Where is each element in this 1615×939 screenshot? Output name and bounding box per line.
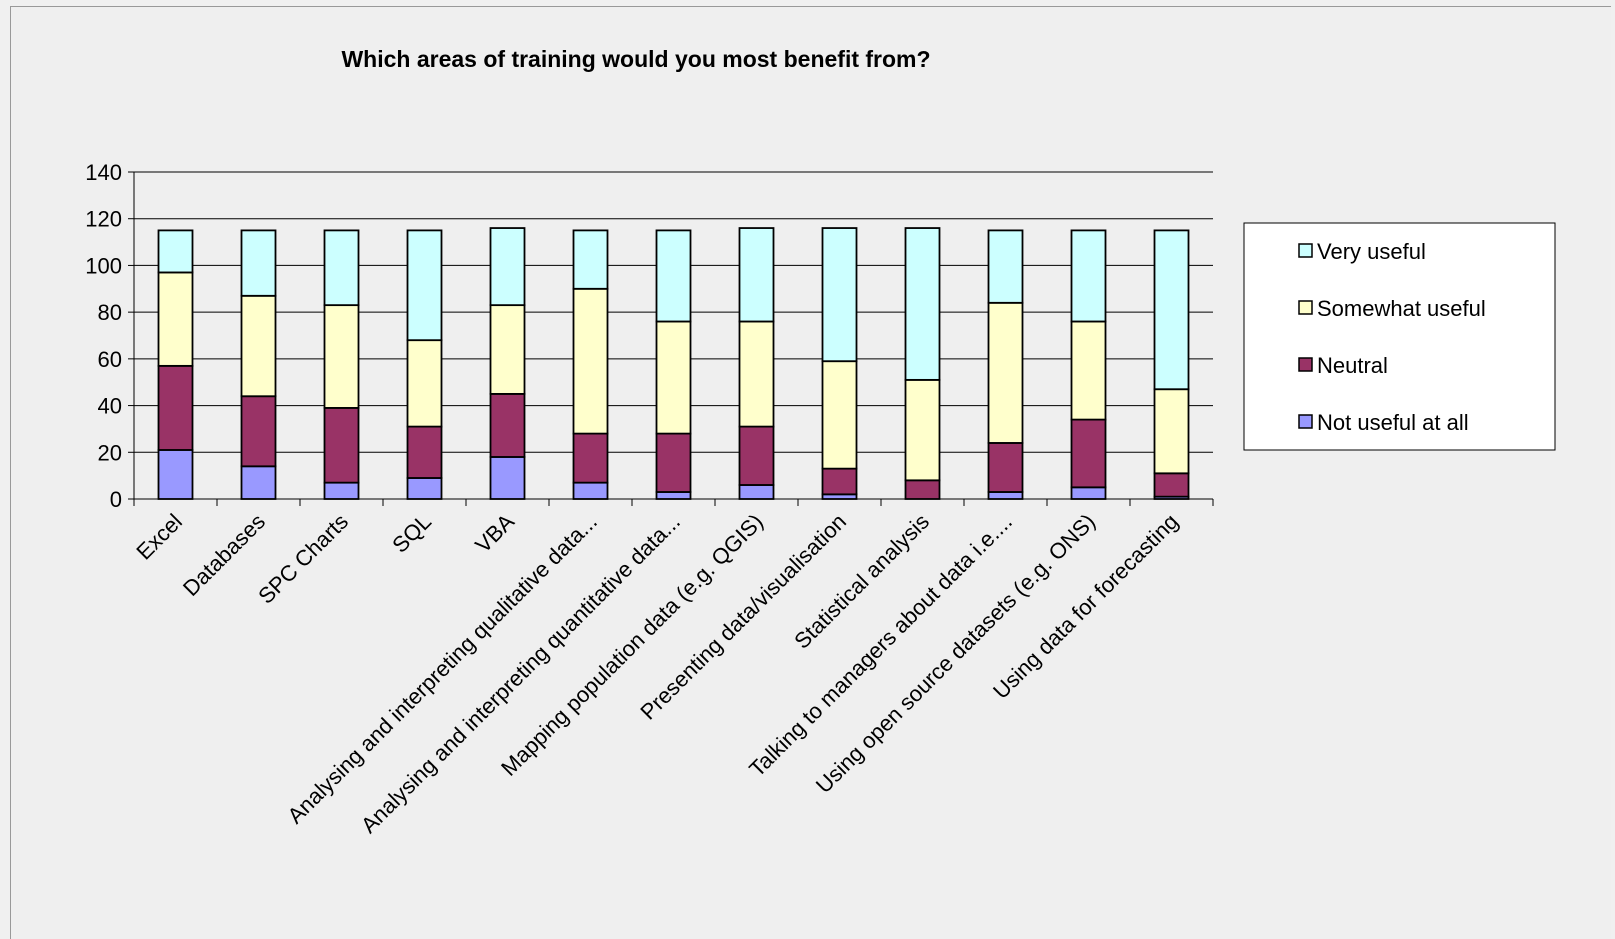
y-tick-label: 60 [98, 347, 122, 372]
x-tick-label: Excel [131, 509, 187, 565]
bar-segment [738, 484, 775, 500]
bar-segment [821, 360, 858, 470]
bar-segment [323, 229, 360, 307]
bar-segment [821, 467, 858, 496]
y-tick-label: 120 [85, 207, 122, 232]
axes [133, 172, 1213, 500]
bar-segment [489, 456, 526, 500]
bar-segment [240, 294, 277, 398]
bar-segment [323, 304, 360, 409]
bar-segment [572, 287, 609, 435]
bar-segment [1153, 472, 1190, 498]
bar-segment [738, 227, 775, 323]
bar-segment [655, 229, 692, 323]
y-tick-label: 0 [110, 487, 122, 512]
bar-segment [904, 227, 941, 381]
bar-segment [655, 491, 692, 500]
legend-swatch [1298, 243, 1313, 258]
bar-segment [406, 425, 443, 479]
legend-label: Very useful [1317, 239, 1426, 264]
legend-box [1243, 222, 1556, 451]
bar-segment [489, 227, 526, 307]
bar-segment [987, 491, 1024, 500]
bar-segment [1070, 229, 1107, 323]
legend-label: Somewhat useful [1317, 296, 1486, 321]
bar-segment [904, 378, 941, 482]
chart-area: Which areas of training would you most b… [10, 6, 1611, 939]
y-axis-ticks: 0 20 40 60 80 100 120 140 [85, 160, 134, 512]
bar-segment [406, 477, 443, 500]
bar-segment [157, 364, 194, 451]
bar-segment [323, 407, 360, 484]
chart-title: Which areas of training would you most b… [341, 46, 930, 72]
bar-segment [738, 320, 775, 428]
bar-segment [240, 229, 277, 297]
legend-label: Neutral [1317, 353, 1388, 378]
stacked-bar-chart: Which areas of training would you most b… [85, 46, 1556, 838]
bar-segment [406, 339, 443, 428]
bar-segment [821, 227, 858, 363]
bar-segment [1070, 320, 1107, 421]
bar-segment [489, 392, 526, 458]
bar-segment [987, 442, 1024, 493]
x-tick-label: Analysing and interpreting qualitative d… [283, 509, 603, 829]
bar-segment [157, 449, 194, 500]
y-tick-label: 80 [98, 300, 122, 325]
bar-segment [406, 229, 443, 342]
bar-segment [157, 271, 194, 367]
legend-label: Not useful at all [1317, 410, 1469, 435]
bar-segment [987, 229, 1024, 304]
y-tick-label: 20 [98, 440, 122, 465]
bar-segment [157, 229, 194, 274]
bar-segment [572, 229, 609, 290]
bar-segment [323, 481, 360, 500]
bar-segment [738, 425, 775, 486]
bar-segment [655, 320, 692, 435]
bar-segment [1070, 418, 1107, 489]
x-tick-label: VBA [470, 509, 519, 558]
legend-swatch [1298, 414, 1313, 429]
y-tick-label: 40 [98, 394, 122, 419]
bar-segment [1153, 229, 1190, 391]
bar-segment [1070, 486, 1107, 500]
x-tick-label: SQL [387, 509, 436, 558]
bar-segment [240, 465, 277, 500]
bar-segment [572, 481, 609, 500]
bar-segment [489, 304, 526, 395]
legend: Very useful Somewhat useful Neutral Not use… [1243, 222, 1556, 451]
bar-segment [240, 395, 277, 468]
legend-swatch [1298, 357, 1313, 372]
legend-swatch [1298, 300, 1313, 315]
y-tick-label: 140 [85, 160, 122, 185]
bar-segment [987, 301, 1024, 444]
y-tick-label: 100 [85, 253, 122, 278]
bar-segment [572, 432, 609, 484]
bar-segment [904, 479, 941, 500]
bars [157, 227, 1190, 500]
x-tick-label: Analysing and interpreting quantitative … [356, 509, 685, 838]
bar-segment [655, 432, 692, 493]
x-tick-label: SPC Charts [253, 509, 353, 609]
bar-segment [1153, 388, 1190, 475]
